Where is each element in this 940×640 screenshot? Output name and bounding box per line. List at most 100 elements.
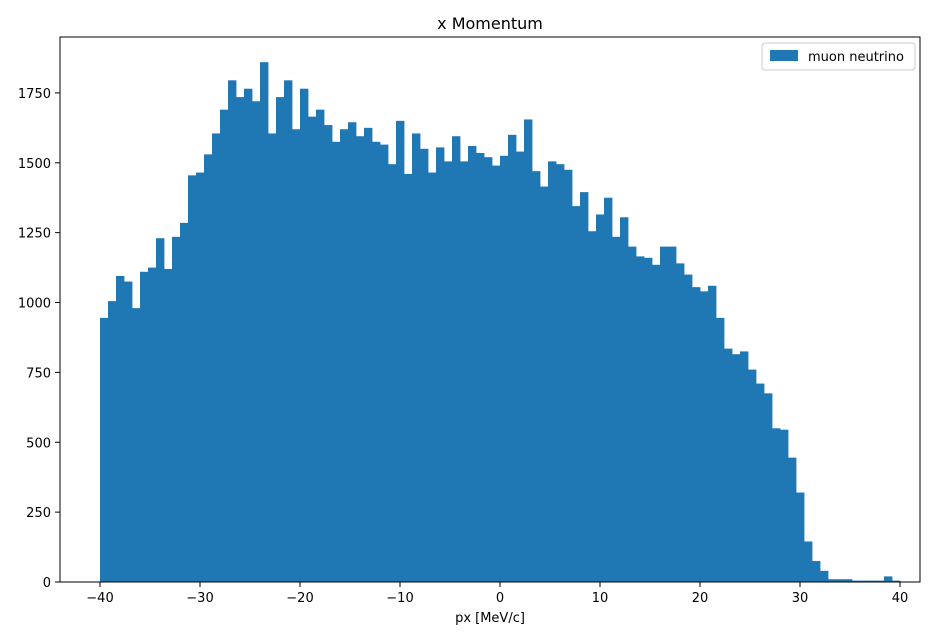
histogram-bar bbox=[428, 172, 437, 583]
histogram-bar bbox=[508, 134, 517, 583]
histogram-bar bbox=[332, 141, 341, 583]
histogram-bar bbox=[268, 133, 277, 582]
histogram-bar bbox=[276, 97, 285, 582]
axes-frame bbox=[59, 36, 921, 583]
histogram-bar bbox=[116, 275, 125, 582]
histogram-bar bbox=[324, 125, 333, 583]
histogram-bar bbox=[892, 580, 901, 582]
histogram-bar bbox=[580, 192, 589, 582]
histogram-bar bbox=[644, 257, 653, 582]
y-tick-label: 1250 bbox=[18, 227, 51, 242]
y-tick-label: 1750 bbox=[18, 87, 51, 102]
histogram-bar bbox=[492, 165, 501, 583]
histogram-bar bbox=[884, 576, 893, 582]
histogram-bar bbox=[548, 161, 557, 582]
histogram-bar bbox=[740, 351, 749, 582]
histogram-bar bbox=[252, 101, 261, 583]
histogram-bar bbox=[300, 88, 309, 582]
histogram-bar bbox=[292, 129, 301, 582]
histogram-bar bbox=[436, 147, 445, 582]
histogram-bar bbox=[796, 492, 805, 582]
histogram-bar bbox=[348, 122, 357, 582]
histogram-bar bbox=[820, 570, 829, 582]
histogram-bar bbox=[468, 146, 477, 582]
histogram-bar bbox=[804, 541, 813, 582]
histogram-bar bbox=[412, 133, 421, 582]
histogram-bar bbox=[380, 144, 389, 582]
y-tick-label: 1500 bbox=[18, 157, 51, 172]
y-tick-label: 750 bbox=[26, 366, 51, 381]
histogram-bar bbox=[532, 171, 541, 582]
histogram-bar bbox=[660, 246, 669, 582]
x-axis-ticks: −40 −30 −20 −10 0 10 20 30 40 bbox=[86, 582, 908, 606]
x-tick-label: 30 bbox=[792, 591, 809, 606]
histogram-bar bbox=[788, 457, 797, 582]
legend: muon neutrino bbox=[761, 42, 916, 71]
chart-title: x Momentum bbox=[437, 14, 543, 33]
x-tick-label: −10 bbox=[386, 591, 413, 606]
histogram-bar bbox=[228, 80, 237, 583]
histogram-bar bbox=[612, 236, 621, 583]
histogram-bar bbox=[772, 428, 781, 582]
y-tick-label: 500 bbox=[26, 436, 51, 451]
histogram-bar bbox=[860, 580, 869, 582]
histogram-bar bbox=[684, 274, 693, 582]
histogram-bar bbox=[836, 579, 845, 582]
histogram-bar bbox=[196, 172, 205, 583]
histogram-bar bbox=[452, 136, 461, 582]
histogram-bar bbox=[172, 236, 181, 583]
histogram-bar bbox=[484, 157, 493, 582]
histogram-bar bbox=[812, 561, 821, 582]
histogram-bar bbox=[876, 580, 885, 582]
histogram-bar bbox=[692, 287, 701, 582]
histogram-bar bbox=[308, 116, 317, 583]
histogram-bar bbox=[212, 133, 221, 582]
y-axis-ticks: 0 250 500 750 1000 1250 1500 1750 bbox=[18, 87, 60, 591]
histogram-bar bbox=[636, 256, 645, 582]
histogram-bar bbox=[748, 369, 757, 582]
x-tick-label: 10 bbox=[592, 591, 609, 606]
legend-swatch bbox=[770, 50, 798, 61]
y-tick-label: 250 bbox=[26, 506, 51, 521]
histogram-bar bbox=[364, 127, 373, 582]
histogram-bar bbox=[756, 383, 765, 582]
legend-box bbox=[761, 42, 916, 71]
histogram-bar bbox=[388, 164, 397, 582]
histogram-bar bbox=[732, 354, 741, 582]
histogram-bar bbox=[764, 393, 773, 582]
histogram-bar bbox=[708, 285, 717, 582]
histogram-bar bbox=[372, 141, 381, 583]
histogram-bar bbox=[700, 291, 709, 582]
histogram-bar bbox=[500, 155, 509, 583]
histogram-bar bbox=[668, 246, 677, 582]
histogram-bar bbox=[844, 579, 853, 582]
histogram-bar bbox=[556, 164, 565, 582]
histogram-bar bbox=[260, 62, 269, 582]
histogram-bar bbox=[420, 148, 429, 583]
histogram-bar bbox=[588, 231, 597, 582]
histogram-bar bbox=[132, 308, 141, 582]
histogram-bar bbox=[316, 109, 325, 583]
x-tick-label: 20 bbox=[692, 591, 709, 606]
histogram-bar bbox=[356, 136, 365, 582]
histogram-bar bbox=[572, 206, 581, 583]
histogram-bar bbox=[204, 154, 213, 582]
histogram-bar bbox=[404, 173, 413, 582]
histogram-bar bbox=[676, 263, 685, 582]
histogram-bar bbox=[540, 186, 549, 582]
histogram-bar bbox=[524, 119, 533, 582]
histogram-bar bbox=[852, 580, 861, 582]
histogram-bar bbox=[652, 264, 661, 582]
histogram-bar bbox=[476, 152, 485, 582]
histogram-bar bbox=[716, 317, 725, 582]
histogram-bar bbox=[124, 281, 133, 582]
histogram-bar bbox=[244, 88, 253, 582]
histogram-bar bbox=[604, 197, 613, 582]
histogram-bar bbox=[724, 348, 733, 582]
histogram-bar bbox=[140, 271, 149, 582]
x-tick-label: 40 bbox=[892, 591, 909, 606]
histogram-bar bbox=[164, 268, 173, 582]
x-tick-label: −30 bbox=[186, 591, 213, 606]
histogram-bar bbox=[828, 579, 837, 582]
